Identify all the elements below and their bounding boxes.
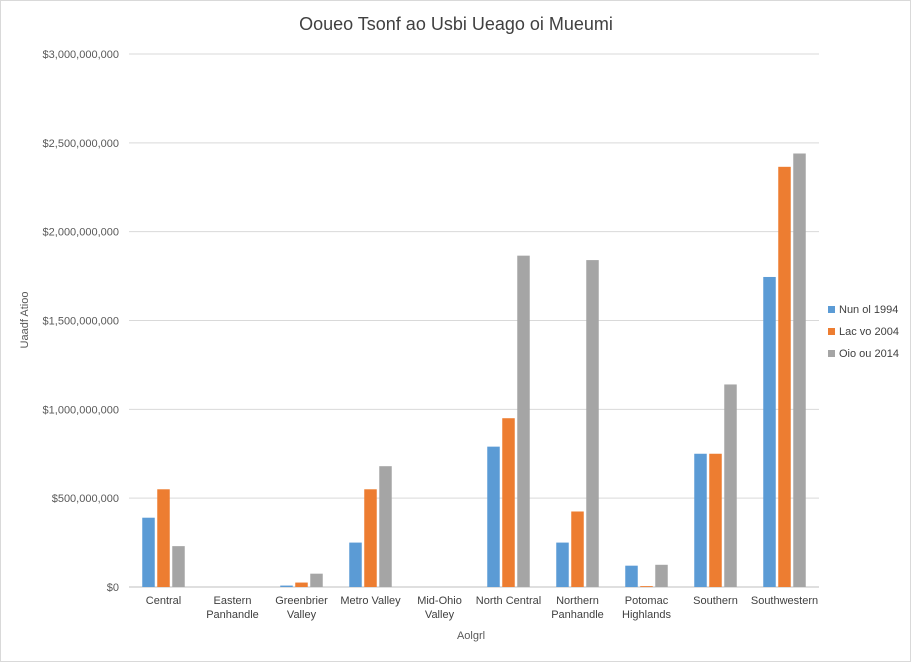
x-category-label: Central	[146, 595, 181, 607]
legend-swatch	[828, 328, 835, 335]
x-category-label: Northern Panhandle	[551, 595, 604, 621]
x-category-label: Mid-Ohio Valley	[417, 595, 462, 621]
bar	[157, 489, 170, 587]
y-tick-label: $500,000,000	[52, 493, 119, 505]
bar	[709, 453, 722, 587]
bar	[571, 511, 584, 587]
bar	[310, 573, 323, 587]
y-axis-tick-labels: $0 $500,000,000 $1,000,000,000 $1,500,000,0…	[43, 49, 119, 594]
bars	[142, 153, 806, 587]
bar	[364, 489, 377, 587]
bar	[487, 446, 500, 587]
y-tick-label: $0	[107, 582, 119, 594]
y-tick-label: $2,000,000,000	[43, 227, 119, 239]
x-category-label: North Central	[476, 595, 541, 607]
bar	[793, 153, 806, 587]
bar	[172, 546, 185, 587]
x-category-label: Potomac Highlands	[622, 595, 671, 621]
bar	[586, 260, 599, 587]
legend-label: Nun ol 1994	[839, 304, 898, 316]
bar	[142, 517, 155, 587]
legend-swatch	[828, 306, 835, 313]
x-category-label: Southern	[693, 595, 738, 607]
y-tick-label: $3,000,000,000	[43, 49, 119, 61]
bar	[517, 255, 530, 587]
x-category-label: Metro Valley	[340, 595, 401, 607]
x-category-label: Eastern Panhandle	[206, 595, 259, 621]
legend-swatch	[828, 350, 835, 357]
bar	[763, 276, 776, 587]
bar	[655, 564, 668, 587]
y-tick-label: $1,000,000,000	[43, 404, 119, 416]
chart-title: Ooueo Tsonf ao Usbi Ueago oi Mueumi	[299, 14, 613, 34]
legend-label: Oio ou 2014	[839, 348, 899, 360]
bar	[556, 542, 569, 587]
bar	[724, 384, 737, 587]
x-axis-title: Aolgrl	[457, 630, 485, 642]
bar	[349, 542, 362, 587]
legend-label: Lac vo 2004	[839, 326, 899, 338]
legend: Nun ol 1994 Lac vo 2004 Oio ou 2014	[828, 304, 899, 360]
bar	[694, 453, 707, 587]
y-axis-title: Uaadf Atioo	[19, 292, 31, 349]
gridlines	[129, 53, 819, 588]
bar	[295, 582, 308, 587]
bar	[502, 418, 515, 587]
x-category-label: Southwestern	[751, 595, 818, 607]
y-tick-label: $2,500,000,000	[43, 138, 119, 150]
bar	[625, 565, 638, 587]
y-tick-label: $1,500,000,000	[43, 316, 119, 328]
x-category-label: Greenbrier Valley	[275, 595, 328, 621]
bar	[379, 466, 392, 587]
x-axis-category-labels: Central Eastern Panhandle Greenbrier Valley M…	[146, 595, 818, 621]
bar	[280, 585, 293, 587]
bar	[778, 166, 791, 587]
bar	[640, 586, 653, 587]
